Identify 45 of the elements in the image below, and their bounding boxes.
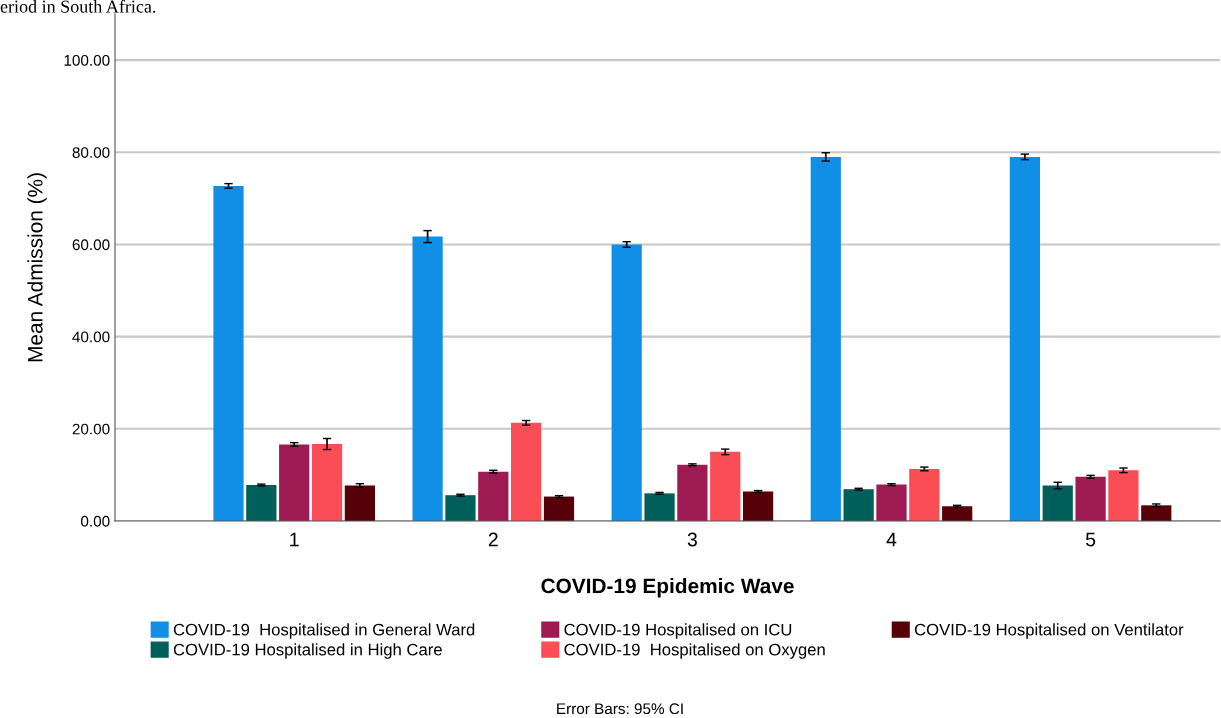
x-tick-label: 3 [687, 532, 697, 547]
bar [311, 444, 343, 521]
x-tick-label: 5 [1085, 532, 1096, 547]
y-tick-label: 20.00 [72, 423, 110, 435]
bar [1108, 470, 1139, 521]
bar [1009, 156, 1040, 521]
bar [710, 451, 741, 521]
bar [213, 185, 244, 521]
bar [478, 471, 509, 521]
bar [344, 485, 375, 521]
bar [279, 444, 310, 521]
x-tick-label: 2 [488, 532, 498, 547]
bar [1075, 476, 1106, 521]
y-axis-title: Mean Admission (%) [27, 173, 47, 362]
legend-label: COVID-19 Hospitalised on ICU [564, 623, 792, 639]
bar [246, 485, 277, 521]
y-tick-label: 40.00 [72, 331, 110, 343]
text: eriod in South Africa. [0, 0, 156, 13]
bar [412, 236, 443, 521]
y-tick-label: 80.00 [72, 147, 110, 158]
bar [742, 491, 774, 521]
bar [909, 468, 940, 521]
legend-label: COVID-19 Hospitalised on Ventilator [914, 623, 1184, 639]
x-tick-label: 1 [290, 532, 299, 547]
legend-label: COVID-19 Hospitalised in High Care [173, 643, 442, 659]
bar [543, 496, 575, 521]
y-tick-label: 60.00 [72, 239, 110, 251]
bar [1141, 505, 1172, 521]
bar [644, 493, 675, 521]
y-tick-label: 0.00 [81, 515, 110, 527]
bar [511, 422, 542, 521]
x-tick-label: 4 [886, 532, 897, 547]
text: Error Bars: 95% CI [557, 703, 683, 715]
bar [810, 156, 841, 521]
x-axis-title: COVID-19 Epidemic Wave [541, 578, 794, 598]
bar [942, 506, 973, 521]
bar [876, 484, 907, 521]
y-tick-label: 100.00 [64, 54, 110, 66]
bar [611, 244, 642, 521]
bar [843, 489, 874, 521]
bar [677, 464, 708, 521]
legend-label: COVID-19 Hospitalised on Oxygen [564, 643, 825, 659]
legend-label: COVID-19 Hospitalised in General Ward [173, 623, 475, 639]
bar [1042, 485, 1073, 521]
bar [445, 495, 476, 521]
